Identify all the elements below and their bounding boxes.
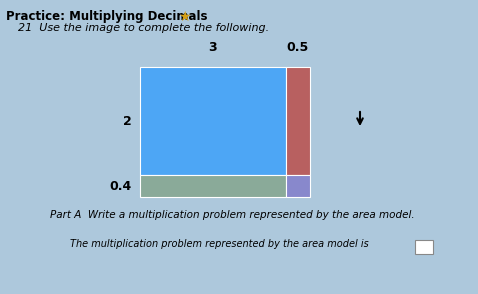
Text: Part A  Write a multiplication problem represented by the area model.: Part A Write a multiplication problem re… — [50, 210, 414, 220]
Text: 2: 2 — [123, 115, 132, 128]
Text: The multiplication problem represented by the area model is: The multiplication problem represented b… — [70, 239, 369, 249]
Text: 0.5: 0.5 — [287, 41, 309, 54]
Text: ★: ★ — [178, 10, 191, 24]
Text: Practice: Multiplying Decimals: Practice: Multiplying Decimals — [6, 10, 207, 23]
Text: 3: 3 — [208, 41, 217, 54]
Bar — [140, 175, 286, 197]
Text: 21  Use the image to complete the following.: 21 Use the image to complete the followi… — [18, 23, 269, 33]
Bar — [286, 175, 310, 197]
Text: 0.4: 0.4 — [110, 180, 132, 193]
Bar — [140, 67, 286, 175]
Bar — [286, 67, 310, 175]
Bar — [415, 240, 433, 254]
